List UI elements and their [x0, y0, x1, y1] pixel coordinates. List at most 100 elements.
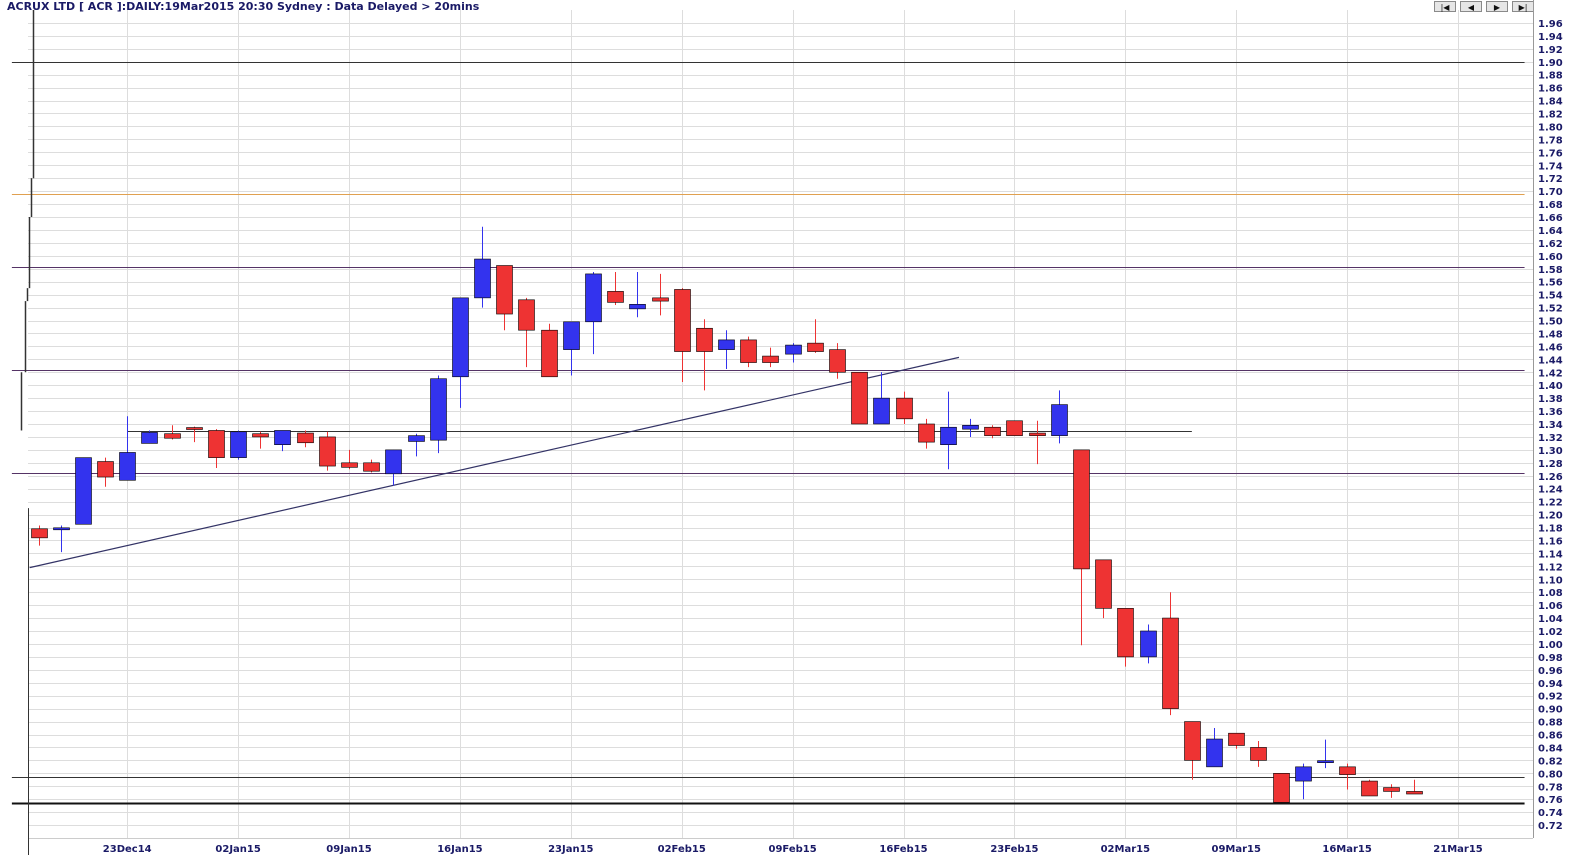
candle-body [363, 462, 380, 472]
y-tick-label: 1.50 [1538, 317, 1563, 328]
candle-body [1029, 432, 1046, 436]
y-tick-label: 1.18 [1538, 524, 1563, 535]
candle-body [652, 297, 669, 302]
y-tick-label: 0.74 [1538, 808, 1563, 819]
candle-body [984, 426, 1001, 436]
candle-body [274, 430, 291, 445]
y-tick-label: 1.92 [1538, 45, 1563, 56]
y-tick-label: 1.48 [1538, 329, 1563, 340]
candle-body [164, 433, 181, 439]
candle [918, 418, 935, 449]
candle [1117, 608, 1134, 667]
candle [740, 336, 757, 368]
candle-body [785, 344, 802, 355]
y-tick-label: 1.66 [1538, 213, 1563, 224]
candle [1228, 732, 1245, 749]
candle [807, 319, 824, 353]
candle-body [1406, 791, 1423, 795]
candle-body [918, 423, 935, 443]
y-tick-label: 1.04 [1538, 614, 1563, 625]
x-tick-label: 02Mar15 [1101, 844, 1151, 855]
candle-body [674, 289, 691, 352]
candle-body [1317, 760, 1334, 763]
candle-body [518, 299, 535, 331]
y-tick-label: 1.46 [1538, 342, 1563, 353]
y-tick-label: 1.34 [1538, 420, 1563, 431]
candle [341, 449, 358, 470]
candle [186, 426, 203, 443]
candle [1140, 624, 1157, 664]
axis-layer: 0.72 0.74 0.76 0.78 0.80 0.82 0.840.86 0.88 0.90… [28, 0, 1563, 855]
y-tick-label: 1.76 [1538, 148, 1563, 159]
candle [984, 425, 1001, 439]
candle-body [430, 378, 447, 441]
candle [1184, 721, 1201, 780]
y-tick-label: 0.86 [1538, 731, 1563, 742]
y-tick-label: 1.90 [1538, 58, 1563, 69]
y-tick-label: 1.86 [1538, 84, 1563, 95]
y-tick-label: 1.16 [1538, 536, 1563, 547]
candle [430, 375, 447, 454]
y-tick-label: 1.54 [1538, 291, 1563, 302]
candle [119, 416, 136, 481]
candle [31, 525, 48, 546]
grid-layer [28, 10, 1533, 838]
x-tick-label: 09Jan15 [326, 844, 371, 855]
candle-body [319, 436, 336, 467]
y-tick-label: 0.84 [1538, 743, 1563, 754]
candle-body [1339, 766, 1356, 775]
candle-body [119, 452, 136, 481]
nav-prev-button[interactable]: ◀ [1460, 1, 1482, 12]
y-tick-label: 1.74 [1538, 161, 1563, 172]
y-tick-label: 0.88 [1538, 718, 1563, 729]
x-tick-label: 23Dec14 [103, 844, 152, 855]
nav-first-button[interactable]: |◀ [1434, 1, 1456, 12]
candle [1406, 779, 1423, 795]
candle [297, 430, 314, 448]
y-tick-label: 1.00 [1538, 640, 1563, 651]
candle [496, 265, 513, 331]
candle-body [230, 431, 247, 458]
y-tick-label: 1.24 [1538, 485, 1563, 496]
candle [851, 371, 868, 425]
candle-body [496, 265, 513, 315]
candle-body [740, 339, 757, 363]
y-tick-label: 1.52 [1538, 304, 1563, 315]
x-tick-label: 21Mar15 [1433, 844, 1483, 855]
candle-body [1295, 766, 1312, 782]
y-tick-label: 1.06 [1538, 601, 1563, 612]
candle-body [1250, 747, 1267, 761]
x-tick-label: 16Jan15 [437, 844, 482, 855]
candle [1361, 779, 1378, 797]
candle [1295, 763, 1312, 800]
y-tick-label: 1.38 [1538, 394, 1563, 405]
y-tick-label: 1.82 [1538, 110, 1563, 121]
candle-body [541, 329, 558, 378]
candle [674, 288, 691, 382]
candle [1383, 784, 1400, 798]
y-tick-label: 1.58 [1538, 265, 1563, 276]
x-tick-label: 02Feb15 [658, 844, 706, 855]
y-tick-label: 0.96 [1538, 666, 1563, 677]
nav-next-button[interactable]: ▶ [1486, 1, 1508, 12]
y-tick-label: 1.96 [1538, 19, 1563, 30]
y-tick-label: 1.20 [1538, 511, 1563, 522]
y-tick-label: 0.72 [1538, 821, 1563, 832]
candle [1029, 420, 1046, 465]
candle [940, 391, 957, 470]
candle [53, 525, 70, 553]
candle [75, 457, 92, 525]
candle-body [873, 397, 890, 425]
x-tick-label: 16Feb15 [879, 844, 927, 855]
candle [1095, 559, 1112, 619]
candle [829, 343, 846, 379]
y-tick-label: 1.36 [1538, 407, 1563, 418]
candle [274, 430, 291, 452]
y-tick-label: 0.82 [1538, 756, 1563, 767]
candle [385, 449, 402, 486]
y-tick-label: 0.80 [1538, 769, 1563, 780]
y-tick-label: 1.10 [1538, 575, 1563, 586]
y-tick-label: 0.90 [1538, 705, 1563, 716]
candle [1206, 728, 1223, 768]
